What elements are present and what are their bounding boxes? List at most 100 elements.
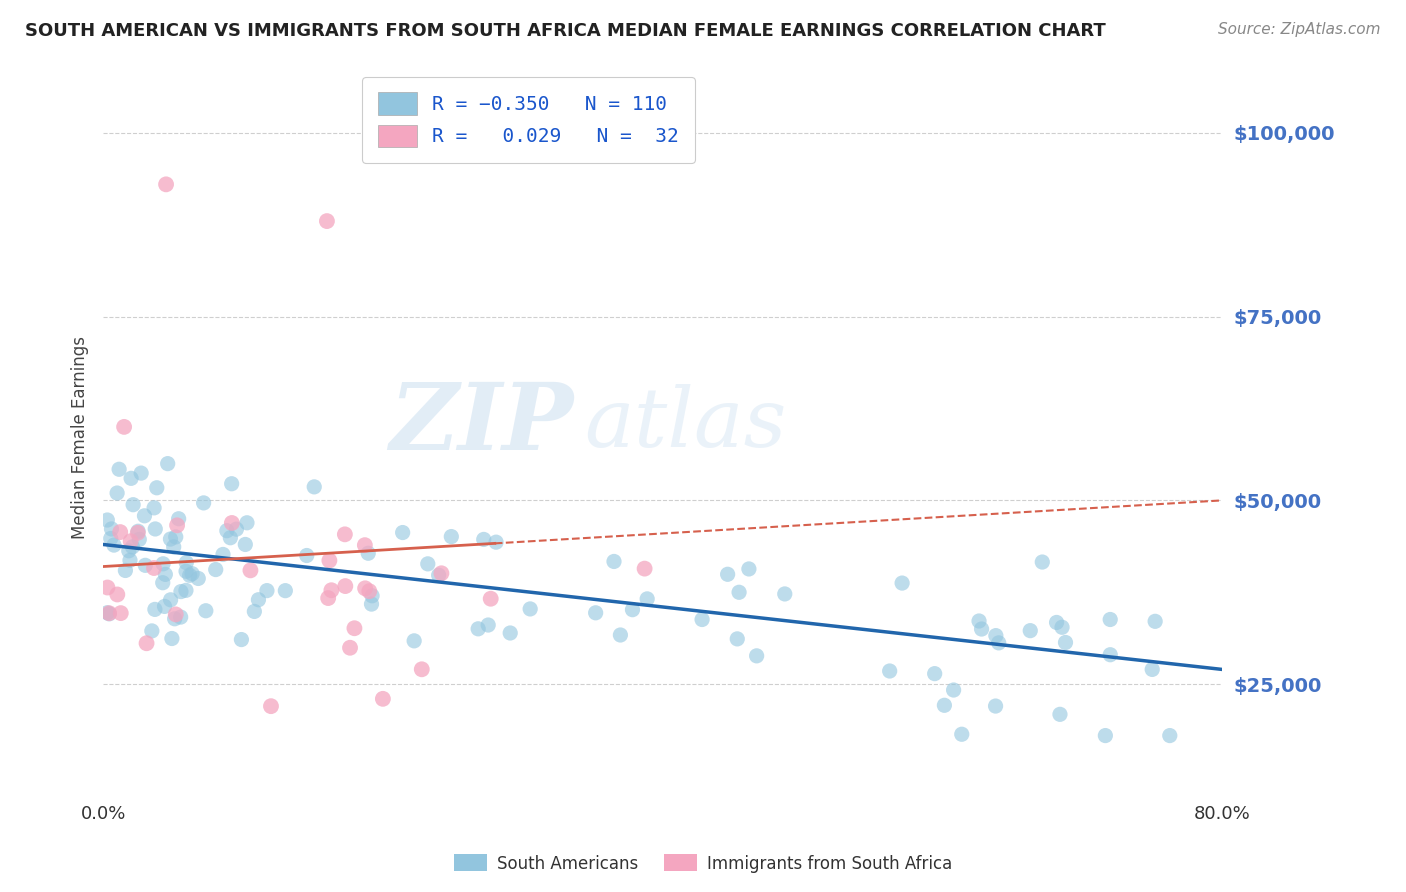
Point bbox=[163, 612, 186, 626]
Point bbox=[335, 579, 357, 593]
Point bbox=[499, 626, 522, 640]
Point bbox=[416, 557, 439, 571]
Point bbox=[353, 538, 375, 552]
Point bbox=[166, 518, 188, 533]
Point bbox=[1140, 662, 1163, 676]
Point bbox=[339, 640, 361, 655]
Point bbox=[427, 568, 450, 582]
Point bbox=[717, 567, 740, 582]
Point bbox=[247, 592, 270, 607]
Y-axis label: Median Female Earnings: Median Female Earnings bbox=[72, 336, 89, 540]
Point bbox=[1049, 707, 1071, 722]
Point bbox=[98, 606, 121, 620]
Point bbox=[621, 603, 644, 617]
Point bbox=[143, 522, 166, 536]
Point bbox=[1045, 615, 1067, 630]
Point bbox=[105, 587, 128, 601]
Point bbox=[318, 553, 340, 567]
Point bbox=[879, 664, 901, 678]
Point bbox=[174, 564, 197, 578]
Point bbox=[152, 575, 174, 590]
Point bbox=[135, 636, 157, 650]
Point bbox=[118, 543, 141, 558]
Point bbox=[179, 568, 201, 582]
Point bbox=[404, 633, 426, 648]
Point bbox=[519, 602, 541, 616]
Point bbox=[371, 691, 394, 706]
Point bbox=[321, 583, 343, 598]
Point bbox=[472, 533, 495, 547]
Point bbox=[143, 500, 166, 515]
Point bbox=[924, 666, 946, 681]
Point bbox=[725, 632, 748, 646]
Point bbox=[231, 632, 253, 647]
Point bbox=[1159, 729, 1181, 743]
Point bbox=[221, 516, 243, 530]
Point bbox=[174, 583, 197, 598]
Point bbox=[987, 636, 1010, 650]
Point bbox=[143, 561, 166, 575]
Point bbox=[194, 604, 217, 618]
Point bbox=[112, 420, 135, 434]
Point bbox=[120, 534, 142, 549]
Point bbox=[274, 583, 297, 598]
Point bbox=[728, 585, 751, 599]
Point bbox=[141, 624, 163, 638]
Point bbox=[170, 584, 193, 599]
Point bbox=[343, 621, 366, 635]
Point bbox=[260, 699, 283, 714]
Point bbox=[96, 606, 118, 620]
Point bbox=[359, 584, 381, 599]
Point bbox=[934, 698, 956, 713]
Point bbox=[108, 462, 131, 476]
Point bbox=[103, 538, 125, 552]
Point bbox=[225, 522, 247, 536]
Point bbox=[585, 606, 607, 620]
Point bbox=[129, 466, 152, 480]
Point bbox=[354, 582, 377, 596]
Point bbox=[984, 629, 1007, 643]
Point bbox=[118, 553, 141, 567]
Point bbox=[440, 530, 463, 544]
Point bbox=[1099, 612, 1122, 626]
Legend: South Americans, Immigrants from South Africa: South Americans, Immigrants from South A… bbox=[447, 847, 959, 880]
Point bbox=[108, 525, 131, 540]
Point bbox=[215, 524, 238, 538]
Point bbox=[100, 532, 122, 546]
Point bbox=[609, 628, 631, 642]
Point bbox=[98, 607, 121, 621]
Point bbox=[221, 476, 243, 491]
Point bbox=[155, 567, 177, 582]
Text: ZIP: ZIP bbox=[389, 378, 574, 468]
Point bbox=[357, 546, 380, 560]
Point bbox=[236, 516, 259, 530]
Point bbox=[467, 622, 489, 636]
Point bbox=[295, 549, 318, 563]
Point bbox=[316, 214, 339, 228]
Point bbox=[193, 496, 215, 510]
Point bbox=[239, 563, 262, 577]
Point bbox=[156, 457, 179, 471]
Point bbox=[163, 540, 186, 554]
Text: Source: ZipAtlas.com: Source: ZipAtlas.com bbox=[1218, 22, 1381, 37]
Point bbox=[243, 604, 266, 618]
Point bbox=[1099, 648, 1122, 662]
Point bbox=[479, 591, 502, 606]
Point bbox=[160, 632, 183, 646]
Point bbox=[316, 591, 339, 605]
Point bbox=[1050, 620, 1073, 634]
Point bbox=[110, 606, 132, 620]
Point bbox=[96, 513, 118, 527]
Point bbox=[165, 530, 187, 544]
Point bbox=[134, 558, 156, 573]
Point bbox=[121, 540, 143, 554]
Text: atlas: atlas bbox=[585, 384, 787, 464]
Point bbox=[256, 583, 278, 598]
Text: SOUTH AMERICAN VS IMMIGRANTS FROM SOUTH AFRICA MEDIAN FEMALE EARNINGS CORRELATIO: SOUTH AMERICAN VS IMMIGRANTS FROM SOUTH … bbox=[25, 22, 1107, 40]
Point bbox=[181, 566, 204, 581]
Point bbox=[127, 525, 149, 540]
Point bbox=[128, 533, 150, 547]
Point bbox=[411, 662, 433, 676]
Point bbox=[773, 587, 796, 601]
Point bbox=[942, 683, 965, 698]
